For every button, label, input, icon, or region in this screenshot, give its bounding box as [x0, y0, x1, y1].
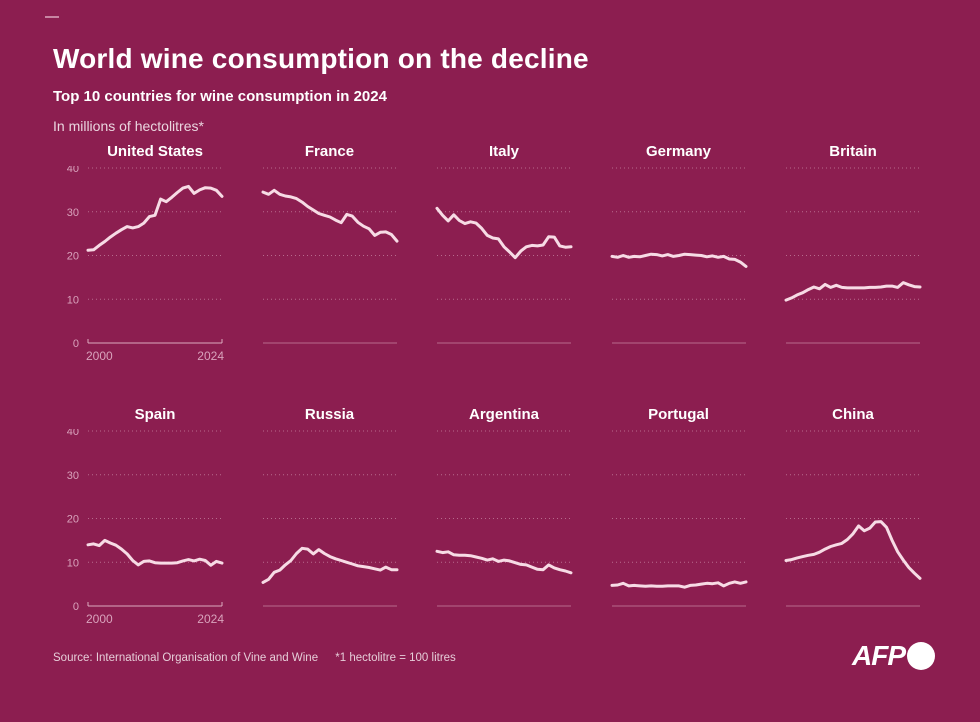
line-chart-china [784, 430, 922, 607]
chart-title: France [304, 143, 355, 160]
subtitle: Top 10 countries for wine consumption in… [53, 88, 387, 105]
footnote: *1 hectolitre = 100 litres [335, 652, 456, 664]
svg-text:30: 30 [67, 207, 79, 219]
chart-title: Argentina [468, 406, 539, 423]
line-chart-spain: 0 10 20 30 40 2000 2024 [67, 429, 225, 626]
svg-text:2024: 2024 [197, 612, 224, 626]
chart-title: Portugal [648, 406, 709, 423]
chart-title: Germany [645, 143, 712, 160]
svg-text:10: 10 [67, 557, 79, 569]
chart-title: Spain [134, 406, 176, 423]
chart-title: Britain [829, 143, 877, 160]
unit-note: In millions of hectolitres* [53, 118, 204, 134]
chart-russia: Russia [215, 405, 413, 639]
svg-text:40: 40 [67, 166, 79, 175]
svg-text:0: 0 [73, 601, 79, 613]
svg-text:20: 20 [67, 251, 79, 263]
chart-italy: Italy [389, 142, 587, 376]
chart-portugal: Portugal [564, 405, 762, 639]
chart-argentina: Argentina [389, 405, 587, 639]
source-line: Source: International Organisation of Vi… [53, 652, 935, 664]
afp-logo-text: AFP [852, 640, 906, 671]
svg-text:0: 0 [73, 338, 79, 350]
chart-germany: Germany [564, 142, 762, 376]
source-text: Source: International Organisation of Vi… [53, 652, 319, 664]
chart-title: China [832, 406, 874, 423]
svg-text:2000: 2000 [86, 612, 113, 626]
line-chart-united-states: 0 10 20 30 40 2000 2024 [67, 166, 225, 363]
line-chart-italy [435, 167, 573, 344]
svg-text:30: 30 [67, 470, 79, 482]
line-chart-argentina [435, 430, 573, 607]
chart-title: Russia [304, 406, 355, 423]
svg-text:40: 40 [67, 429, 79, 438]
afp-logo: AFP [852, 640, 935, 672]
svg-text:20: 20 [67, 514, 79, 526]
page-title: World wine consumption on the decline [53, 43, 589, 74]
chart-britain: Britain [738, 142, 936, 376]
line-chart-russia [261, 430, 398, 607]
chart-title: United States [107, 143, 203, 160]
svg-text:2024: 2024 [197, 349, 224, 363]
line-chart-britain [784, 167, 922, 344]
line-chart-france [261, 167, 398, 344]
chart-spain: Spain 0 10 20 30 40 2000 2024 [40, 405, 238, 639]
svg-text:2000: 2000 [86, 349, 113, 363]
afp-logo-circle [907, 642, 935, 670]
svg-text:10: 10 [67, 294, 79, 306]
chart-title: Italy [488, 143, 519, 160]
footer: Source: International Organisation of Vi… [53, 640, 935, 671]
chart-china: China [738, 405, 936, 639]
header: World wine consumption on the decline To… [53, 42, 589, 134]
line-chart-portugal [610, 430, 747, 607]
chart-france: France [215, 142, 413, 376]
chart-united-states: United States 0 10 20 30 40 2000 2024 [40, 142, 238, 376]
corner-tick-decoration [45, 16, 59, 18]
line-chart-germany [610, 167, 747, 344]
